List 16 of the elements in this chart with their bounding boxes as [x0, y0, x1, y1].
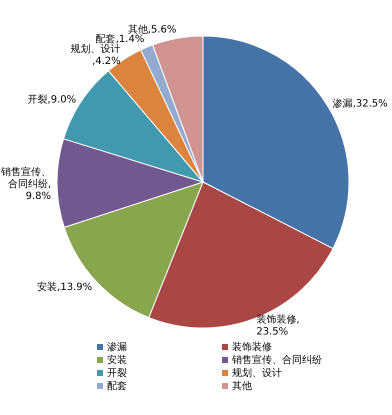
legend-label: 规划、设计 [232, 367, 282, 379]
data-label: 其他,5.6% [128, 23, 176, 36]
data-label: 销售宣传、合同纠纷,9.8% [0, 166, 52, 202]
legend-label: 安装 [107, 354, 127, 366]
data-label: 装饰装修,23.5% [256, 313, 300, 338]
legend-label: 装饰装修 [232, 341, 272, 353]
legend-label: 开裂 [107, 367, 127, 379]
data-label: 渗漏,32.5% [332, 98, 388, 110]
legend-label: 其他 [232, 380, 252, 392]
legend-label: 销售宣传、合同纠纷 [231, 354, 322, 366]
data-label: 配套,1.4% [96, 32, 144, 45]
legend-label: 配套 [107, 380, 127, 392]
data-label: 开裂,9.0% [28, 93, 76, 106]
data-label: 安装,13.9% [37, 280, 92, 293]
data-label: 规划、设计,4.2% [70, 43, 121, 68]
legend-label: 渗漏 [107, 341, 127, 353]
